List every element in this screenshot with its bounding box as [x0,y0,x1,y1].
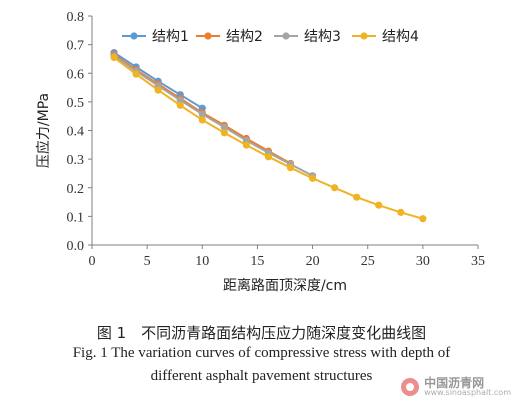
x-tick-label: 30 [416,254,430,269]
legend-swatch-marker [360,32,368,40]
x-tick-label: 15 [250,254,264,269]
legend-swatch-marker [204,32,212,40]
y-tick-label: 0.7 [67,39,85,54]
legend-item: 结构4 [352,29,419,45]
legend-label: 结构4 [382,29,419,45]
x-tick-label: 10 [195,254,209,269]
data-point [198,116,206,124]
legend-swatch-marker [130,32,138,40]
x-tick-label: 35 [471,254,485,269]
data-point [375,201,383,209]
watermark-name: 中国沥青网 [424,376,485,390]
data-point [198,110,206,118]
data-point [419,215,427,223]
data-point [308,174,317,182]
legend-label: 结构3 [304,29,341,45]
series-line [113,55,314,177]
x-tick-label: 0 [89,254,96,269]
y-tick-label: 0.1 [67,210,85,225]
y-tick-label: 0.2 [67,182,85,197]
legend: 结构1 结构2 结构3 结构4 [122,29,419,45]
y-tick-label: 0.3 [67,153,85,168]
legend-item: 结构2 [196,29,263,45]
y-tick-label: 0.8 [67,10,85,25]
legend-label: 结构1 [152,29,189,45]
legend-item: 结构3 [274,29,341,45]
legend-label: 结构2 [226,29,263,45]
data-point [176,101,184,109]
tick-labels: 0 5 10 15 20 25 30 35 0.0 0.1 0.2 0.3 0.4 0.5 0.6 0.7 0.… [67,10,486,269]
data-point [242,141,250,149]
watermark-logo-icon [401,378,420,396]
legend-item: 结构1 [122,29,189,45]
data-point [176,96,184,104]
y-tick-label: 0.6 [67,67,85,82]
data-point [353,193,361,201]
y-axis-label: 压应力/MPa [35,93,52,168]
data-point [264,153,273,161]
x-tick-label: 20 [306,254,320,269]
series-4 [110,53,427,223]
plot-area [110,49,427,223]
data-point [110,53,118,62]
y-tick-label: 0.4 [67,125,85,140]
figure-caption-en-line2: different asphalt pavement structures [150,368,373,384]
watermark-url: www.sinoasphalt.com [424,388,511,397]
legend-swatch-marker [282,32,290,40]
data-point [220,129,228,137]
data-point [220,123,228,131]
y-tick-label: 0.0 [67,239,85,254]
line-chart: 0 5 10 15 20 25 30 35 0.0 0.1 0.2 0.3 0.4 0.5 0.6 0.7 0.… [35,10,486,294]
x-tick-label: 25 [361,254,375,269]
figure-caption-zh: 图 1 不同沥青路面结构压应力随深度变化曲线图 [96,324,427,342]
figure-caption-en-line1: Fig. 1 The variation curves of compressi… [72,345,451,361]
data-point [154,86,162,94]
axes [88,15,479,249]
x-tick-label: 5 [144,254,151,269]
series-1 [110,49,206,112]
data-point [397,208,405,216]
watermark: 中国沥青网 www.sinoasphalt.com [401,377,511,397]
y-tick-label: 0.5 [67,96,85,111]
data-point [132,70,140,78]
data-point [331,184,339,192]
data-point [286,164,295,172]
x-axis-label: 距离路面顶深度/cm [223,277,347,294]
